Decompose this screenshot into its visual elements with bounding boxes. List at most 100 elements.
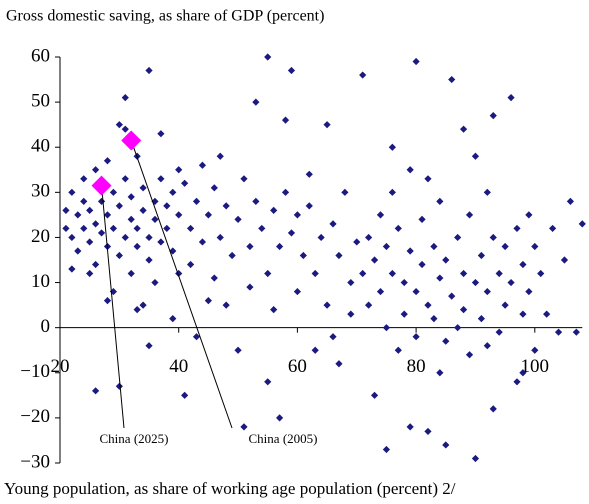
point xyxy=(68,188,76,196)
point xyxy=(157,130,165,138)
point xyxy=(139,301,147,309)
point xyxy=(169,188,177,196)
point xyxy=(121,94,129,102)
annotation-line xyxy=(130,140,233,429)
point xyxy=(454,233,462,242)
point xyxy=(418,215,426,223)
point xyxy=(169,315,177,323)
point xyxy=(109,188,118,196)
point xyxy=(501,242,509,251)
point xyxy=(151,215,159,223)
point xyxy=(388,269,396,278)
point xyxy=(175,166,183,174)
point xyxy=(92,166,100,174)
point xyxy=(115,121,123,129)
point xyxy=(222,202,230,210)
point xyxy=(412,57,420,66)
point xyxy=(222,301,230,309)
point xyxy=(157,175,165,183)
point xyxy=(275,414,284,422)
point xyxy=(264,378,272,386)
point xyxy=(86,269,94,278)
point xyxy=(198,161,207,169)
point xyxy=(127,215,135,223)
x-tick-label: 100 xyxy=(521,356,550,377)
point xyxy=(151,278,159,287)
point xyxy=(86,206,94,214)
point xyxy=(430,242,438,251)
point xyxy=(376,211,385,219)
point xyxy=(186,260,195,269)
point xyxy=(507,278,515,287)
point xyxy=(531,242,539,251)
point xyxy=(103,157,112,165)
point xyxy=(305,170,313,178)
point xyxy=(175,211,183,219)
point xyxy=(246,283,254,291)
point xyxy=(115,202,123,210)
point xyxy=(543,310,551,318)
point xyxy=(204,297,212,305)
point xyxy=(264,269,272,278)
point xyxy=(317,233,325,242)
point xyxy=(459,269,468,278)
point xyxy=(293,211,301,219)
x-tick-label: 20 xyxy=(51,356,70,377)
point xyxy=(181,179,189,187)
point xyxy=(145,256,153,264)
annotation-line xyxy=(101,185,125,429)
point xyxy=(495,269,503,278)
point xyxy=(234,346,242,354)
point xyxy=(489,112,497,120)
point xyxy=(228,251,236,260)
point xyxy=(495,328,503,336)
point xyxy=(293,287,301,296)
point xyxy=(181,391,189,399)
point xyxy=(442,256,450,264)
point xyxy=(133,242,141,251)
point xyxy=(560,256,569,264)
point xyxy=(525,287,533,296)
point xyxy=(448,292,456,300)
point xyxy=(436,197,444,205)
point xyxy=(192,333,201,341)
point xyxy=(139,206,147,214)
point xyxy=(382,445,391,454)
point xyxy=(121,175,129,183)
point xyxy=(489,405,497,413)
point xyxy=(359,269,367,278)
point xyxy=(572,328,580,336)
point xyxy=(537,269,545,278)
point xyxy=(406,166,414,174)
point xyxy=(412,333,420,341)
point xyxy=(370,256,379,264)
point xyxy=(270,306,278,314)
point xyxy=(323,121,331,129)
point xyxy=(80,197,88,205)
point xyxy=(359,71,367,79)
point xyxy=(477,315,485,323)
point xyxy=(471,278,480,287)
point xyxy=(157,238,165,246)
x-tick-label: 40 xyxy=(169,356,188,377)
point xyxy=(365,301,373,309)
point xyxy=(335,360,343,368)
point xyxy=(145,233,153,242)
y-tick-label: 30 xyxy=(31,181,50,202)
point xyxy=(465,351,474,359)
point xyxy=(311,346,319,354)
point xyxy=(347,278,355,287)
point xyxy=(163,202,171,210)
highlight-point xyxy=(91,175,112,196)
point xyxy=(275,242,284,251)
point xyxy=(68,233,76,242)
point xyxy=(163,224,171,233)
point xyxy=(281,188,290,196)
point xyxy=(471,152,480,160)
point xyxy=(406,247,414,255)
point xyxy=(459,125,468,133)
point xyxy=(376,287,385,296)
point xyxy=(186,224,195,233)
point xyxy=(109,224,118,233)
point xyxy=(68,265,76,273)
